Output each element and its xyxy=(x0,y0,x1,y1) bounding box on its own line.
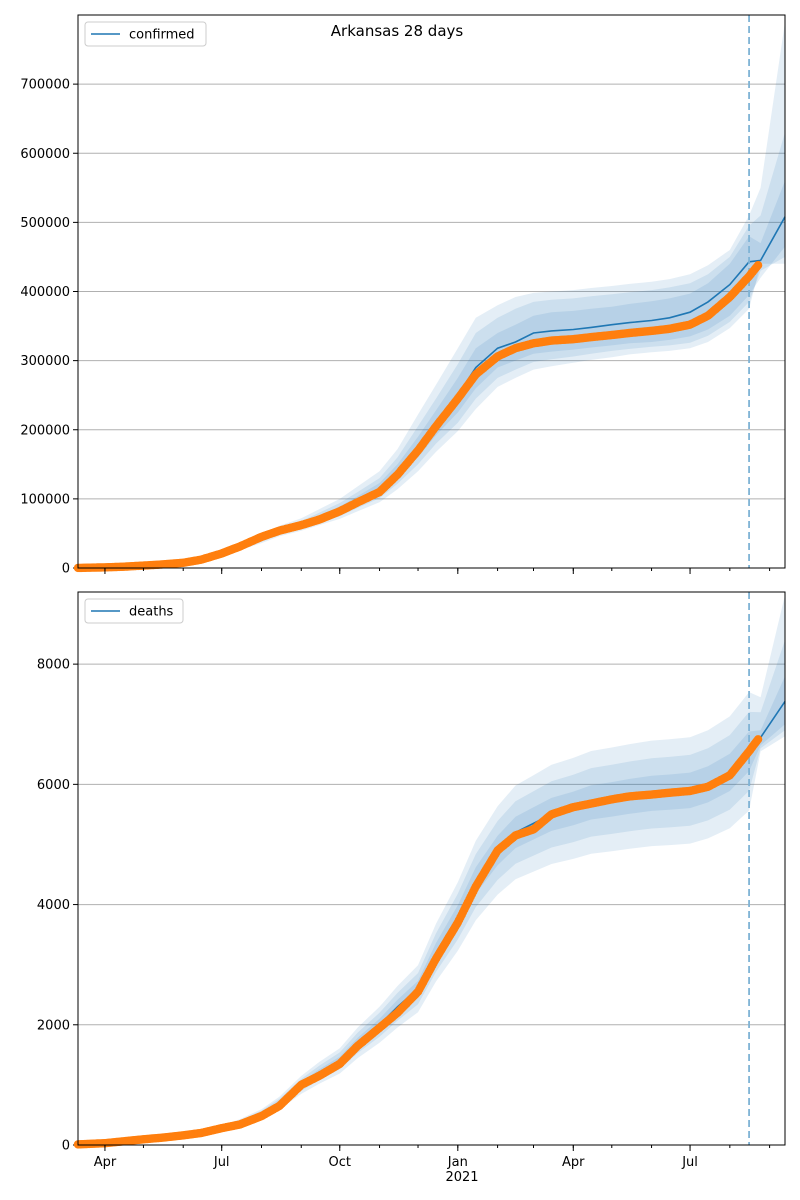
confidence-band xyxy=(78,640,785,1144)
y-tick-label: 700000 xyxy=(20,78,70,93)
x-tick-label: Oct xyxy=(329,1155,351,1170)
y-tick-label: 600000 xyxy=(20,147,70,162)
model-line xyxy=(77,216,786,569)
x-tick-label: Jul xyxy=(213,1155,230,1170)
confidence-band xyxy=(78,676,785,1144)
confidence-band xyxy=(78,21,785,568)
legend: confirmed xyxy=(84,21,207,47)
y-tick-label: 100000 xyxy=(20,492,70,507)
legend: deaths xyxy=(84,598,184,624)
y-tick-label: 0 xyxy=(62,562,70,577)
y-tick-label: 2000 xyxy=(37,1018,70,1033)
y-tick-label: 300000 xyxy=(20,354,70,369)
y-tick-label: 200000 xyxy=(20,423,70,438)
confidence-band xyxy=(78,132,785,568)
y-tick-label: 6000 xyxy=(37,778,70,793)
y-tick-label: 8000 xyxy=(37,658,70,673)
y-tick-label: 0 xyxy=(62,1139,70,1154)
x-tick-label: Apr xyxy=(94,1155,117,1170)
plot-frame xyxy=(77,591,786,1146)
observed-point xyxy=(753,735,763,744)
x-tick-label: Jan xyxy=(447,1155,468,1170)
observed-point xyxy=(753,261,763,270)
x-tick-label: Jul xyxy=(681,1155,698,1170)
y-tick-label: 4000 xyxy=(37,898,70,913)
plot-frame xyxy=(77,14,786,569)
y-tick-label: 500000 xyxy=(20,216,70,231)
legend-label: confirmed xyxy=(129,28,195,43)
deaths-panel: 0 2000 4000 6000 8000 Apr Jul Oct Jan Apr Jul death… xyxy=(37,591,786,1170)
legend-box xyxy=(84,21,207,47)
x-year-label: 2021 xyxy=(445,1170,478,1185)
chart-title: Arkansas 28 days xyxy=(331,22,464,40)
x-tick-label: Apr xyxy=(562,1155,585,1170)
legend-label: deaths xyxy=(129,605,174,620)
confidence-band xyxy=(78,180,785,568)
y-tick-label: 400000 xyxy=(20,285,70,300)
confirmed-panel: 0 100000 200000 300000 400000 500000 600000 700… xyxy=(20,14,786,577)
legend-box xyxy=(84,598,184,624)
confidence-band xyxy=(78,595,785,1144)
